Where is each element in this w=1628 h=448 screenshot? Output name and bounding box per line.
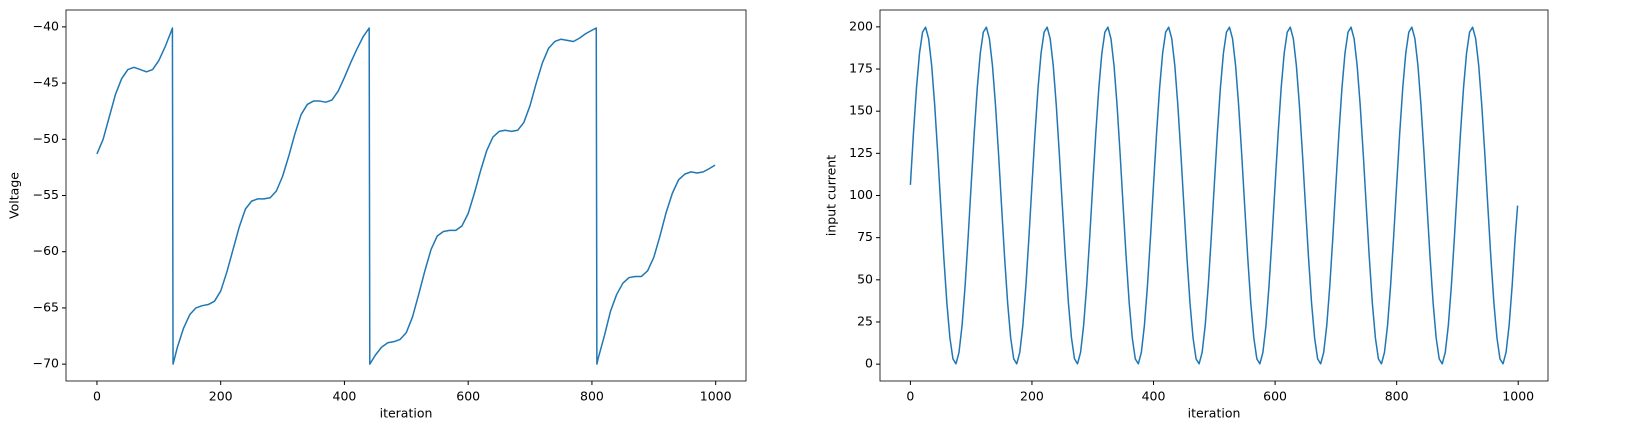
y-tick-label: 175 (849, 61, 873, 76)
y-tick-label: −45 (33, 75, 59, 90)
y-tick-label: 50 (857, 271, 873, 286)
x-tick-label: 800 (580, 389, 604, 404)
y-tick-label: 75 (857, 229, 873, 244)
y-tick-label: 200 (849, 18, 873, 33)
x-tick-label: 1000 (700, 389, 732, 404)
x-axis-label: iteration (380, 406, 433, 421)
y-tick-label: −50 (33, 131, 59, 146)
y-tick-label: −40 (33, 18, 59, 33)
x-axis-label: iteration (1188, 406, 1241, 421)
y-tick-label: −55 (33, 187, 59, 202)
axes-frame (879, 9, 1549, 382)
y-tick-label: −70 (33, 356, 59, 371)
y-tick-label: 100 (849, 187, 873, 202)
x-tick-label: 800 (1385, 389, 1409, 404)
x-tick-label: 400 (1142, 389, 1166, 404)
x-tick-label: 600 (1263, 389, 1287, 404)
x-tick-label: 600 (456, 389, 480, 404)
x-tick-label: 0 (906, 389, 914, 404)
y-tick-label: 25 (857, 313, 873, 328)
y-tick-label: −65 (33, 299, 59, 314)
y-tick-label: −60 (33, 243, 59, 258)
data-line (909, 26, 1519, 365)
axes-frame (65, 9, 747, 382)
y-axis-label: Voltage (7, 172, 22, 219)
y-tick-label: 150 (849, 103, 873, 118)
x-tick-label: 200 (209, 389, 233, 404)
y-tick-label: 0 (865, 356, 873, 371)
x-tick-label: 200 (1020, 389, 1044, 404)
y-tick-label: 125 (849, 145, 873, 160)
x-tick-label: 0 (93, 389, 101, 404)
y-axis-label: input current (824, 155, 839, 236)
x-tick-label: 400 (333, 389, 357, 404)
data-line (96, 27, 716, 365)
x-tick-label: 1000 (1502, 389, 1534, 404)
